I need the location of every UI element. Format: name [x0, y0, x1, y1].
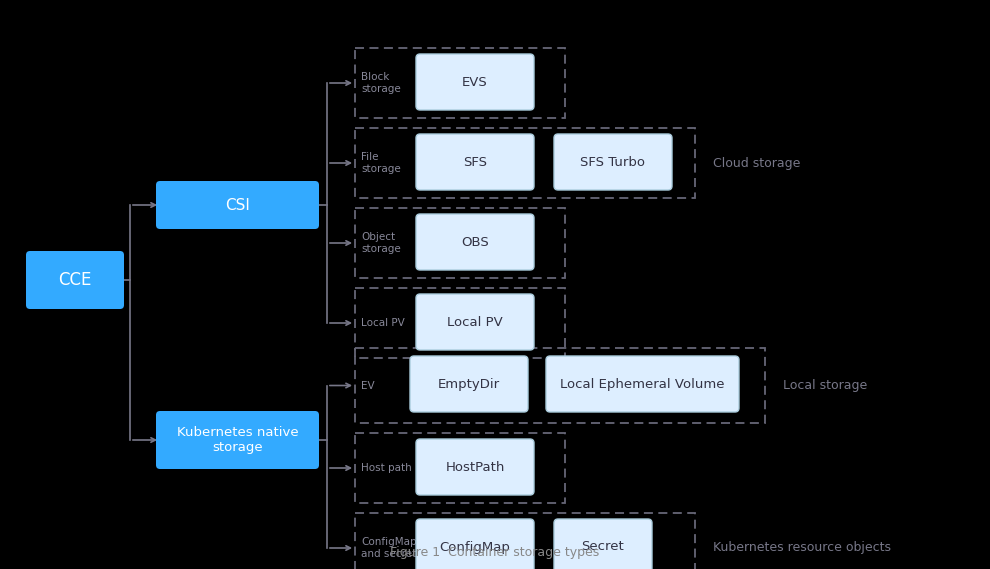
Text: ConfigMap
and secret: ConfigMap and secret [361, 537, 417, 559]
Bar [355, 128, 695, 198]
Text: Local storage: Local storage [783, 379, 867, 392]
FancyBboxPatch shape [26, 251, 124, 309]
FancyBboxPatch shape [416, 214, 534, 270]
Bar [355, 288, 565, 358]
Text: Host path: Host path [361, 463, 412, 473]
FancyBboxPatch shape [546, 356, 739, 412]
FancyBboxPatch shape [416, 54, 534, 110]
Bar [355, 433, 565, 503]
Text: Figure 1  Container storage types: Figure 1 Container storage types [390, 546, 600, 559]
Text: Kubernetes native
storage: Kubernetes native storage [176, 426, 298, 454]
Text: File
storage: File storage [361, 152, 401, 174]
Text: SFS Turbo: SFS Turbo [580, 155, 645, 168]
Text: Kubernetes resource objects: Kubernetes resource objects [713, 542, 891, 555]
Text: EVS: EVS [462, 76, 488, 89]
Text: EV: EV [361, 381, 374, 390]
FancyBboxPatch shape [416, 439, 534, 495]
Bar [355, 208, 565, 278]
Text: OBS: OBS [461, 236, 489, 249]
Text: ConfigMap: ConfigMap [440, 541, 511, 554]
Bar [355, 48, 565, 118]
Text: Local PV: Local PV [361, 318, 405, 328]
Text: EmptyDir: EmptyDir [438, 377, 500, 390]
Text: HostPath: HostPath [446, 460, 505, 473]
Text: CSI: CSI [225, 197, 249, 212]
Text: SFS: SFS [463, 155, 487, 168]
FancyBboxPatch shape [156, 411, 319, 469]
Text: Secret: Secret [582, 541, 625, 554]
FancyBboxPatch shape [416, 519, 534, 569]
FancyBboxPatch shape [410, 356, 528, 412]
FancyBboxPatch shape [416, 134, 534, 190]
FancyBboxPatch shape [156, 181, 319, 229]
Text: Cloud storage: Cloud storage [713, 156, 800, 170]
FancyBboxPatch shape [554, 134, 672, 190]
Text: Object
storage: Object storage [361, 232, 401, 254]
Text: Local Ephemeral Volume: Local Ephemeral Volume [560, 377, 725, 390]
Text: Local PV: Local PV [447, 315, 503, 328]
FancyBboxPatch shape [416, 294, 534, 350]
FancyBboxPatch shape [554, 519, 652, 569]
Bar [355, 513, 695, 569]
Bar [355, 348, 765, 423]
Text: Block
storage: Block storage [361, 72, 401, 94]
Text: CCE: CCE [58, 271, 92, 289]
